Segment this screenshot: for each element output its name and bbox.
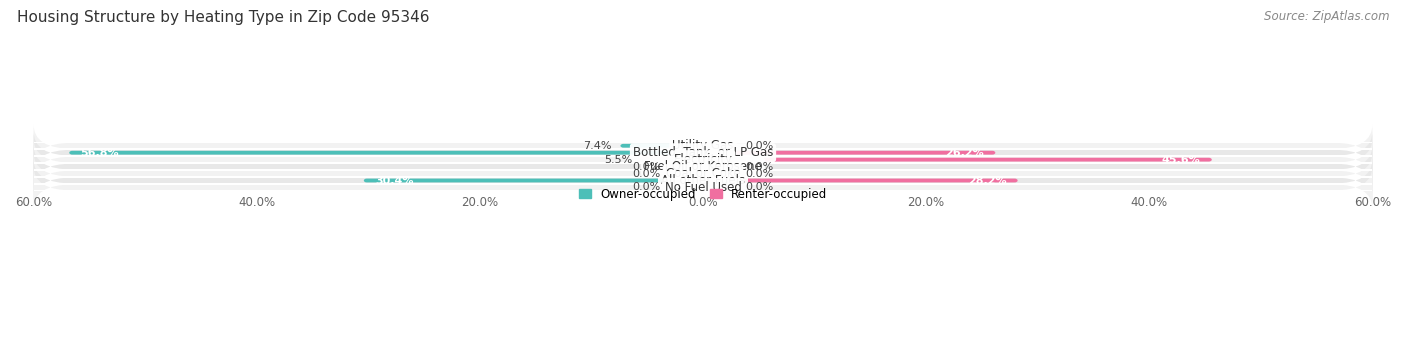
Text: No Fuel Used: No Fuel Used [665, 181, 741, 194]
Text: Housing Structure by Heating Type in Zip Code 95346: Housing Structure by Heating Type in Zip… [17, 10, 429, 25]
Text: Utility Gas: Utility Gas [672, 139, 734, 152]
FancyBboxPatch shape [34, 166, 1372, 209]
Text: 56.8%: 56.8% [80, 148, 120, 158]
FancyBboxPatch shape [69, 151, 703, 154]
Text: 0.0%: 0.0% [745, 141, 773, 151]
FancyBboxPatch shape [669, 186, 703, 189]
Text: 26.2%: 26.2% [945, 148, 984, 158]
FancyBboxPatch shape [364, 179, 703, 182]
Text: 30.4%: 30.4% [375, 176, 413, 186]
Text: 0.0%: 0.0% [745, 168, 773, 179]
Text: 0.0%: 0.0% [745, 182, 773, 192]
Text: All other Fuels: All other Fuels [661, 174, 745, 187]
Text: Source: ZipAtlas.com: Source: ZipAtlas.com [1264, 10, 1389, 23]
Text: 0.0%: 0.0% [633, 182, 661, 192]
FancyBboxPatch shape [620, 144, 703, 148]
Text: 0.0%: 0.0% [633, 162, 661, 172]
Legend: Owner-occupied, Renter-occupied: Owner-occupied, Renter-occupied [574, 183, 832, 206]
Text: Fuel Oil or Kerosene: Fuel Oil or Kerosene [644, 160, 762, 173]
FancyBboxPatch shape [34, 138, 1372, 181]
FancyBboxPatch shape [669, 165, 703, 168]
Text: 5.5%: 5.5% [605, 155, 633, 165]
FancyBboxPatch shape [34, 131, 1372, 174]
FancyBboxPatch shape [641, 158, 703, 162]
FancyBboxPatch shape [34, 124, 1372, 167]
Text: 0.0%: 0.0% [745, 162, 773, 172]
FancyBboxPatch shape [703, 158, 1212, 162]
Text: 28.2%: 28.2% [967, 176, 1007, 186]
FancyBboxPatch shape [34, 152, 1372, 195]
Text: 0.0%: 0.0% [633, 168, 661, 179]
FancyBboxPatch shape [703, 165, 737, 168]
FancyBboxPatch shape [703, 179, 1018, 182]
FancyBboxPatch shape [34, 159, 1372, 202]
FancyBboxPatch shape [34, 145, 1372, 188]
FancyBboxPatch shape [703, 172, 737, 176]
Text: Bottled, Tank, or LP Gas: Bottled, Tank, or LP Gas [633, 146, 773, 159]
FancyBboxPatch shape [703, 186, 737, 189]
Text: 7.4%: 7.4% [583, 141, 612, 151]
FancyBboxPatch shape [703, 144, 737, 148]
Text: Coal or Coke: Coal or Coke [665, 167, 741, 180]
FancyBboxPatch shape [669, 172, 703, 176]
Text: 45.6%: 45.6% [1161, 155, 1201, 165]
FancyBboxPatch shape [703, 151, 995, 154]
Text: Electricity: Electricity [673, 153, 733, 166]
